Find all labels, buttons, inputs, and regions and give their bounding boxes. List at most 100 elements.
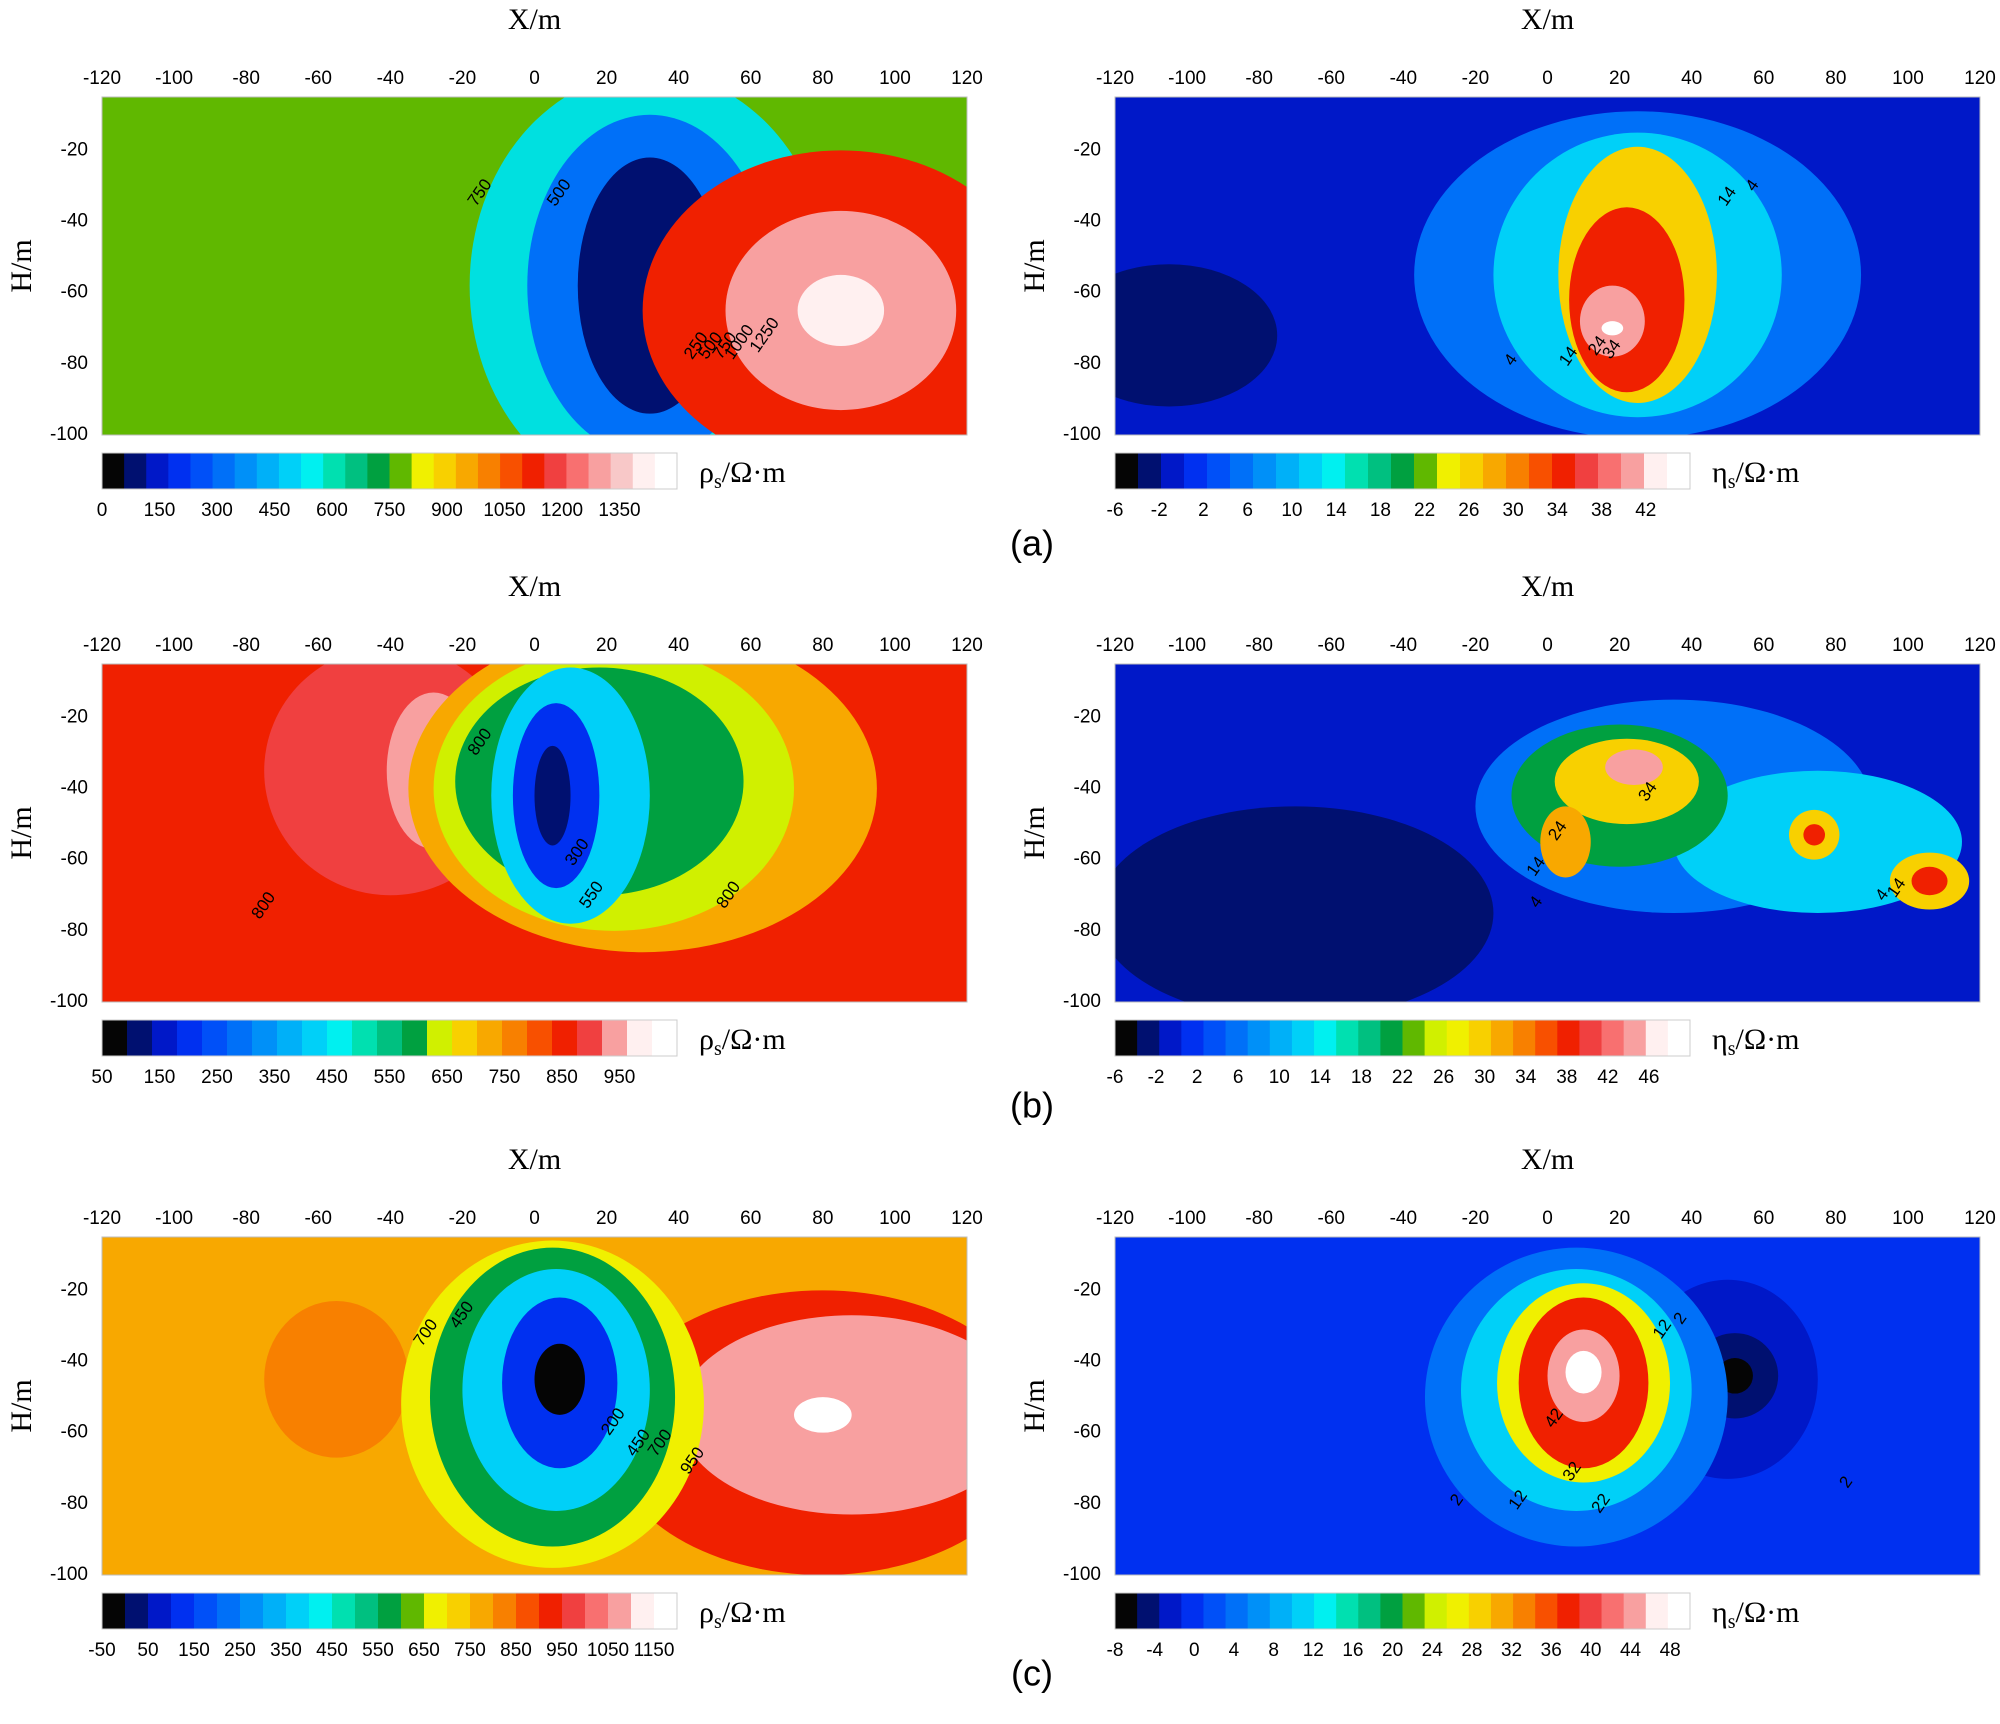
colorbar-swatch: [194, 1593, 218, 1629]
colorbar-swatch: [585, 1593, 609, 1629]
anomaly-contour: [1605, 749, 1663, 785]
x-tick-label: -80: [1245, 68, 1272, 89]
x-tick-label: 100: [879, 68, 911, 89]
x-axis-title: X/m: [1521, 3, 1574, 36]
plot-frame: [101, 96, 968, 436]
colorbar-unit: ηs/Ω·m: [1712, 1023, 1799, 1060]
x-tick-label: 100: [879, 1208, 911, 1229]
colorbar-swatch: [455, 453, 479, 489]
colorbar-swatch: [1601, 1593, 1625, 1629]
colorbar-tick-label: 24: [1422, 1640, 1444, 1661]
colorbar-swatch: [1424, 1593, 1448, 1629]
colorbar-swatch: [1623, 1020, 1647, 1056]
colorbar-tick-label: 22: [1414, 500, 1435, 521]
colorbar-swatch: [355, 1593, 379, 1629]
y-tick-label: -100: [1063, 1564, 1101, 1585]
colorbar-swatch: [562, 1593, 586, 1629]
colorbar-swatch: [1159, 1020, 1182, 1056]
heatmap-features: [1115, 111, 1861, 435]
colorbar-swatch: [1506, 453, 1530, 489]
colorbar-tick-label: 30: [1474, 1067, 1495, 1088]
colorbar-tick-label: 750: [489, 1067, 521, 1088]
colorbar-frame: [101, 452, 678, 490]
y-axis-title: H/m: [1018, 806, 1051, 859]
colorbar-swatch: [327, 1020, 353, 1056]
x-tick-label: 60: [740, 1208, 761, 1229]
colorbar-swatch: [1446, 1593, 1470, 1629]
colorbar-swatch: [401, 1593, 425, 1629]
x-tick-label: -100: [1168, 1208, 1206, 1229]
x-tick-label: 20: [596, 1208, 617, 1229]
x-axis-title: X/m: [508, 3, 561, 36]
y-tick-label: -20: [61, 706, 88, 727]
x-tick-label: 0: [1542, 1208, 1553, 1229]
colorbar-swatch: [1322, 453, 1346, 489]
colorbar-swatch: [102, 1593, 126, 1629]
colorbar-swatch: [127, 1020, 153, 1056]
colorbar-tick-label: 36: [1541, 1640, 1562, 1661]
colorbar-tick-label: 8: [1268, 1640, 1279, 1661]
x-tick-label: -100: [1168, 68, 1206, 89]
x-tick-label: 120: [1964, 1208, 1996, 1229]
colorbar-tick-label: 28: [1461, 1640, 1482, 1661]
colorbar-swatch: [1623, 1593, 1647, 1629]
colorbar-tick-label: 38: [1556, 1067, 1577, 1088]
y-tick-label: -60: [1074, 849, 1101, 870]
unit-subscript: s: [1728, 1038, 1736, 1060]
colorbar-swatch: [323, 453, 346, 489]
x-tick-label: -80: [1245, 1208, 1272, 1229]
colorbar-tick-label: 2: [1198, 500, 1209, 521]
y-tick-label: -80: [1074, 1493, 1101, 1514]
colorbar-tick-label: 650: [408, 1640, 440, 1661]
colorbar-swatch: [217, 1593, 241, 1629]
colorbar-swatch: [1115, 1020, 1138, 1056]
colorbar-swatch: [631, 1593, 655, 1629]
unit-rest: /Ω·m: [1736, 1023, 1800, 1056]
colorbar-tick-label: 950: [604, 1067, 636, 1088]
colorbar-tick-label: 0: [1189, 1640, 1200, 1661]
x-tick-label: 80: [1825, 635, 1846, 656]
anomaly-contour: [1565, 1350, 1602, 1394]
colorbar-swatch: [124, 453, 147, 489]
colorbar-tick-label: 600: [316, 500, 348, 521]
colorbar-tick-label: 350: [270, 1640, 302, 1661]
colorbar-frame: [101, 1592, 678, 1630]
colorbar-tick-label: 34: [1547, 500, 1569, 521]
plot-frame: [1114, 663, 1981, 1003]
colorbar-swatch: [234, 453, 258, 489]
x-tick-label: -40: [377, 635, 404, 656]
colorbar-tick-label: 900: [431, 500, 463, 521]
colorbar-tick-label: -6: [1107, 500, 1124, 521]
colorbar-swatch: [177, 1020, 203, 1056]
panel-caption: (b): [1010, 1085, 1054, 1126]
colorbar-swatch: [1437, 453, 1461, 489]
colorbar-swatch: [1557, 1593, 1580, 1629]
colorbar-tick-label: 10: [1269, 1067, 1290, 1088]
colorbar-swatch: [500, 453, 523, 489]
colorbar: 50 150 250 350 450 550 650 750 850 950 ρs/Ω·m: [91, 1019, 786, 1088]
colorbar-swatch: [470, 1593, 494, 1629]
colorbar-tick-label: 150: [144, 1067, 176, 1088]
colorbar-swatch: [1414, 453, 1438, 489]
colorbar-tick-label: 18: [1351, 1067, 1372, 1088]
y-tick-label: -60: [61, 849, 88, 870]
plot-frame: [1114, 1236, 1981, 1576]
colorbar-tick-label: 14: [1310, 1067, 1332, 1088]
y-tick-label: -100: [50, 424, 88, 445]
colorbar-tick-label: 16: [1342, 1640, 1363, 1661]
x-tick-label: -80: [1245, 635, 1272, 656]
colorbar-swatch: [152, 1020, 178, 1056]
colorbar-tick-label: 30: [1503, 500, 1524, 521]
anomaly-contour: [1601, 321, 1624, 336]
colorbar-tick-label: 50: [137, 1640, 158, 1661]
colorbar-frame: [1114, 1592, 1691, 1630]
colorbar-swatch: [1184, 453, 1208, 489]
colorbar-swatch: [1299, 453, 1323, 489]
colorbar-swatch: [610, 453, 634, 489]
colorbar-unit: ρs/Ω·m: [699, 1023, 786, 1060]
colorbar-swatch: [389, 453, 413, 489]
colorbar-swatch: [1138, 453, 1162, 489]
